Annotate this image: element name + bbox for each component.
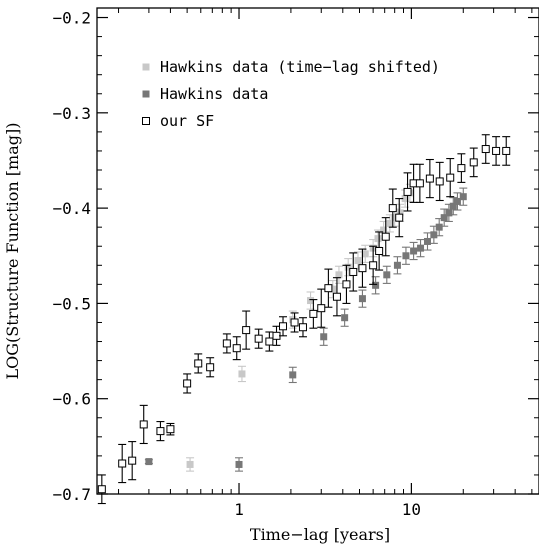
data-point (403, 187, 412, 196)
legend-label: Hawkins data (time−lag shifted) (160, 58, 440, 76)
data-series (97, 134, 511, 505)
legend: Hawkins data (time−lag shifted) Hawkins d… (142, 58, 440, 130)
axis-ticks (97, 8, 539, 495)
data-point (446, 173, 455, 182)
data-point (401, 195, 409, 203)
data-point (166, 425, 175, 434)
data-point (309, 309, 318, 318)
data-point (492, 146, 501, 155)
series-3 (97, 134, 511, 505)
series-2 (144, 187, 468, 472)
data-point (341, 314, 349, 322)
data-point (349, 267, 358, 276)
data-point (415, 179, 424, 188)
data-point (235, 460, 243, 468)
data-point (457, 164, 466, 173)
data-point (396, 209, 404, 217)
data-point (186, 460, 194, 468)
data-point (425, 174, 434, 183)
data-point (459, 193, 467, 201)
data-point (335, 271, 343, 279)
data-point (361, 250, 369, 258)
data-point (317, 304, 326, 313)
data-point (386, 219, 394, 227)
data-point (332, 292, 341, 301)
data-point (358, 264, 367, 273)
data-point (118, 459, 127, 468)
data-point (381, 232, 390, 241)
legend-marker (142, 90, 150, 98)
data-point (232, 344, 241, 353)
data-point (238, 370, 246, 378)
x-tick-label: 10 (402, 500, 421, 519)
data-point (279, 322, 288, 331)
data-point (440, 214, 448, 222)
data-point (374, 235, 382, 243)
data-point (298, 323, 307, 332)
data-point (206, 363, 215, 372)
y-axis-title: LOG(Structure Function [mag]) (3, 123, 22, 380)
data-point (358, 295, 366, 303)
data-point (423, 237, 431, 245)
data-point (265, 337, 274, 346)
data-point (391, 214, 399, 222)
x-tick-label: 1 (234, 500, 244, 519)
y-tick-label: −0.4 (52, 199, 91, 218)
data-point (369, 261, 378, 270)
plot-frame (96, 7, 539, 495)
legend-marker (142, 63, 150, 71)
data-point (342, 280, 351, 289)
data-point (156, 427, 165, 436)
y-tick-label: −0.3 (52, 104, 91, 123)
data-point (449, 202, 457, 210)
axis-tick-labels: −0.2 −0.3 −0.4 −0.5 −0.6 −0.7 1 10 (52, 9, 421, 519)
data-point (183, 379, 192, 388)
data-point (320, 333, 328, 341)
data-point (290, 318, 299, 327)
y-tick-label: −0.7 (52, 485, 91, 504)
legend-label: our SF (160, 112, 214, 130)
data-point (388, 204, 397, 213)
data-point (344, 263, 352, 271)
data-point (380, 226, 388, 234)
data-point (128, 456, 137, 465)
y-tick-label: −0.2 (52, 9, 91, 28)
data-point (329, 285, 337, 293)
data-point (272, 331, 281, 340)
data-point (417, 244, 425, 252)
data-point (395, 213, 404, 222)
data-point (354, 257, 362, 265)
data-point (242, 326, 251, 335)
legend-marker (142, 117, 150, 125)
data-point (139, 420, 148, 429)
data-point (453, 197, 461, 205)
data-point (410, 247, 418, 255)
y-tick-label: −0.5 (52, 294, 91, 313)
data-point (445, 209, 453, 217)
data-point (307, 297, 315, 305)
data-point (375, 247, 384, 255)
data-point (194, 359, 203, 368)
data-point (469, 158, 478, 167)
data-point (435, 177, 444, 186)
y-tick-label: −0.6 (52, 390, 91, 409)
data-point (324, 284, 333, 293)
data-point (502, 146, 511, 155)
data-point (222, 339, 231, 348)
data-point (402, 252, 410, 260)
data-point (481, 145, 490, 154)
data-point (289, 371, 297, 379)
legend-label: Hawkins data (160, 85, 268, 103)
data-point (254, 334, 263, 343)
data-point (393, 261, 401, 269)
data-point (97, 485, 106, 494)
data-point (145, 458, 153, 466)
data-point (372, 281, 380, 289)
plot-area (96, 7, 539, 495)
data-point (383, 271, 391, 279)
x-axis-title: Time−lag [years] (250, 525, 390, 544)
data-point (430, 231, 438, 239)
data-point (435, 223, 443, 231)
